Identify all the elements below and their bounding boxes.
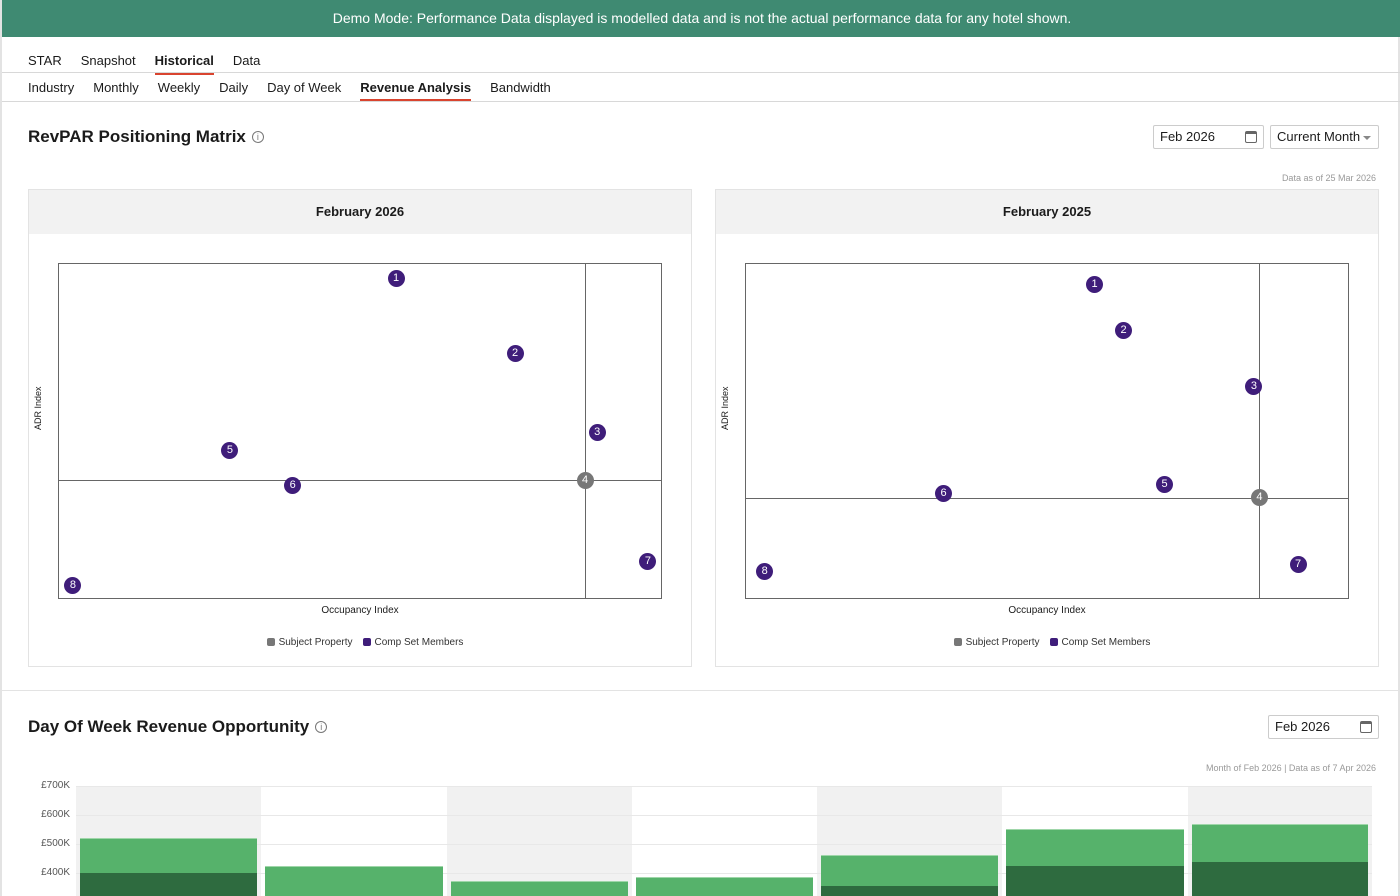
chart-legend: Subject Property Comp Set Members xyxy=(29,637,691,648)
opportunity-date-picker[interactable]: Feb 2026 xyxy=(1268,715,1379,739)
secondary-nav: Industry Monthly Weekly Daily Day of Week Rev… xyxy=(28,80,551,102)
total-revenue-bar[interactable] xyxy=(265,866,443,896)
legend-swatch xyxy=(1049,638,1058,646)
scatter-point-6[interactable]: 6 xyxy=(935,484,952,502)
info-icon[interactable]: i xyxy=(251,131,264,143)
primary-nav: STAR Snapshot Historical Data xyxy=(28,53,260,75)
scatter-point-6[interactable]: 6 xyxy=(284,476,302,494)
subnav-tab-daily[interactable]: Daily xyxy=(219,80,249,95)
legend-item[interactable]: Subject Property xyxy=(278,637,353,648)
legend-swatch xyxy=(362,638,371,646)
section-title-opportunity: Day Of Week Revenue Opportunity i xyxy=(28,717,328,737)
panel-title: February 2025 xyxy=(716,190,1378,234)
info-icon[interactable]: i xyxy=(315,721,328,733)
divider xyxy=(2,690,1400,691)
actual-revenue-bar[interactable] xyxy=(80,873,257,896)
divider xyxy=(2,101,1400,102)
date-value: Feb 2026 xyxy=(1275,719,1330,734)
revpar-title-text: RevPAR Positioning Matrix xyxy=(28,127,246,146)
crosshair-vertical xyxy=(1259,264,1261,598)
section-title-revpar: RevPAR Positioning Matrix i xyxy=(28,127,264,147)
nav-tab-star[interactable]: STAR xyxy=(28,53,62,68)
scatter-point-3[interactable]: 3 xyxy=(1245,378,1263,396)
scatter-point-2[interactable]: 2 xyxy=(1115,322,1132,340)
scatter-point-8[interactable]: 8 xyxy=(64,577,82,595)
y-tick-label: £600K xyxy=(41,809,70,820)
chart-legend: Subject Property Comp Set Members xyxy=(716,637,1378,648)
date-value: Feb 2026 xyxy=(1160,129,1215,144)
scatter-point-1[interactable]: 1 xyxy=(387,269,405,287)
x-axis-label: Occupancy Index xyxy=(1008,605,1086,616)
divider xyxy=(2,72,1400,73)
crosshair-vertical xyxy=(585,264,587,598)
nav-tab-data[interactable]: Data xyxy=(232,53,261,68)
crosshair-horizontal xyxy=(746,497,1348,499)
gridline xyxy=(76,844,1372,845)
scatter-point-3[interactable]: 3 xyxy=(588,423,606,441)
matrix-panel-current: February 2026 1 2 3 4 5 6 7 8 ADR Index Occupancy … xyxy=(28,189,692,667)
legend-item[interactable]: Comp Set Members xyxy=(1061,637,1151,648)
legend-swatch xyxy=(266,638,275,646)
legend-swatch xyxy=(953,638,962,646)
matrix-panel-prior: February 2025 1 2 3 4 5 6 7 8 ADR Index Occupancy … xyxy=(715,189,1379,667)
scatter-plot-area: 1 2 3 4 5 6 7 8 xyxy=(58,263,662,599)
y-axis-label: ADR Index xyxy=(720,386,730,430)
scatter-point-8[interactable]: 8 xyxy=(756,562,774,580)
scatter-plot-area: 1 2 3 4 5 6 7 8 xyxy=(745,263,1349,599)
subnav-tab-weekly[interactable]: Weekly xyxy=(157,80,201,95)
y-axis-label: ADR Index xyxy=(33,386,43,430)
legend-item[interactable]: Subject Property xyxy=(965,637,1040,648)
nav-tab-historical[interactable]: Historical xyxy=(154,53,214,75)
subnav-tab-bandwidth[interactable]: Bandwidth xyxy=(490,80,551,95)
y-tick-label: £500K xyxy=(41,838,70,849)
actual-revenue-bar[interactable] xyxy=(1192,861,1368,896)
chevron-down-icon xyxy=(1363,136,1371,144)
nav-tab-snapshot[interactable]: Snapshot xyxy=(80,53,136,68)
scatter-point-5[interactable]: 5 xyxy=(1156,475,1174,493)
scatter-point-4[interactable]: 4 xyxy=(576,471,594,489)
x-axis-label: Occupancy Index xyxy=(321,605,399,616)
actual-revenue-bar[interactable] xyxy=(821,886,998,896)
period-select[interactable]: Current Month xyxy=(1270,125,1379,149)
calendar-icon[interactable] xyxy=(1245,131,1257,143)
crosshair-horizontal xyxy=(59,480,661,482)
demo-mode-banner: Demo Mode: Performance Data displayed is… xyxy=(2,0,1400,37)
matrix-date-picker[interactable]: Feb 2026 xyxy=(1153,125,1264,149)
legend-item[interactable]: Comp Set Members xyxy=(374,637,464,648)
panel-title: February 2026 xyxy=(29,190,691,234)
data-as-of: Month of Feb 2026 | Data as of 7 Apr 202… xyxy=(1206,763,1376,773)
opportunity-title-text: Day Of Week Revenue Opportunity xyxy=(28,717,310,736)
subnav-tab-revenue-analysis[interactable]: Revenue Analysis xyxy=(360,80,472,102)
gridline xyxy=(76,873,1372,874)
subnav-tab-industry[interactable]: Industry xyxy=(28,80,75,95)
calendar-icon[interactable] xyxy=(1360,721,1372,733)
revenue-bar-chart: £700K £600K £500K £400K xyxy=(2,760,1400,896)
total-revenue-bar[interactable] xyxy=(451,881,628,896)
scatter-point-2[interactable]: 2 xyxy=(506,344,524,362)
data-as-of: Data as of 25 Mar 2026 xyxy=(1281,173,1376,183)
gridline xyxy=(76,786,1372,787)
total-revenue-bar[interactable] xyxy=(636,877,813,896)
scatter-point-5[interactable]: 5 xyxy=(221,441,239,459)
actual-revenue-bar[interactable] xyxy=(1006,866,1184,896)
y-tick-label: £400K xyxy=(41,867,70,878)
scatter-point-4[interactable]: 4 xyxy=(1250,489,1268,507)
y-tick-label: £700K xyxy=(41,780,70,791)
scatter-point-1[interactable]: 1 xyxy=(1086,276,1103,294)
subnav-tab-day-of-week[interactable]: Day of Week xyxy=(267,80,342,95)
gridline xyxy=(76,815,1372,816)
subnav-tab-monthly[interactable]: Monthly xyxy=(93,80,139,95)
scatter-point-7[interactable]: 7 xyxy=(639,552,657,570)
scatter-point-7[interactable]: 7 xyxy=(1289,555,1307,573)
day-column-shade xyxy=(447,787,632,896)
period-value: Current Month xyxy=(1277,129,1361,144)
